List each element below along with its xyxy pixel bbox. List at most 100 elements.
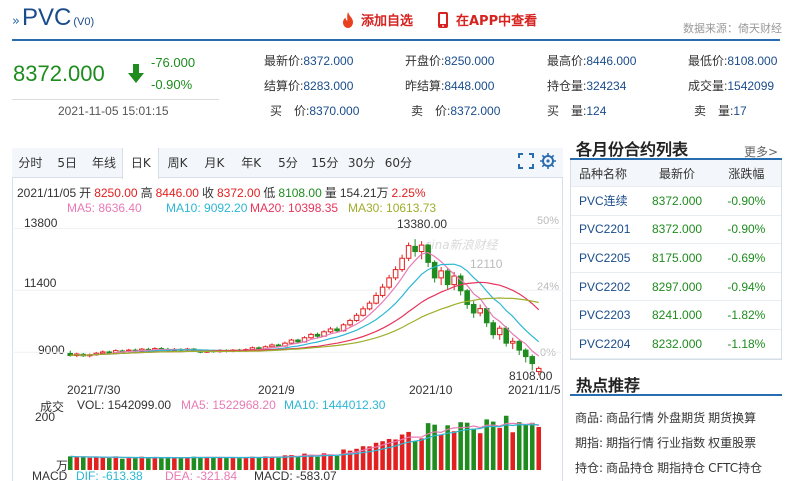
open-app-button[interactable]: 在APP中查看 <box>435 10 537 29</box>
tab-daily-k[interactable]: 日K <box>122 148 160 179</box>
volume-bar <box>432 424 437 470</box>
tab-timeshare[interactable]: 分时 <box>18 156 43 170</box>
volume-bar <box>425 423 431 470</box>
quote-cell: 最高价:8446.000 <box>547 54 637 68</box>
hot-link[interactable]: 商品行情 <box>606 411 655 425</box>
tab-monthly-k[interactable]: 月K <box>204 156 225 170</box>
macd-dea: DEA: -321.84 <box>165 469 238 481</box>
hot-link[interactable]: 权重股票 <box>708 436 757 450</box>
info-low: 8108.00 <box>278 186 322 200</box>
candle-body <box>516 340 523 351</box>
candle-body <box>256 347 262 350</box>
volume-bar <box>399 434 405 470</box>
hot-link[interactable]: 期货换算 <box>708 411 757 425</box>
hot-link[interactable]: CFTC持仓 <box>708 461 763 475</box>
col-change: 涨跌幅 <box>728 166 765 181</box>
volume-bar <box>328 455 333 470</box>
table-row[interactable]: PVC2205 8175.000 -0.69% <box>571 244 781 273</box>
volume-bar <box>419 438 424 470</box>
table-row[interactable]: PVC2202 8297.000 -0.94% <box>571 273 781 302</box>
col-price: 最新价 <box>659 166 696 181</box>
tab-yearly-k[interactable]: 年K <box>241 156 262 170</box>
volume-bar <box>107 458 112 470</box>
candle-body <box>67 352 74 357</box>
low-marker: 8108.00 <box>509 369 553 383</box>
volume-bar <box>497 427 502 470</box>
macd-dif: DIF: -613.38 <box>76 469 143 481</box>
hot-link[interactable]: 商品持仓 <box>606 461 655 475</box>
volume-bar <box>198 457 203 470</box>
volume-bar <box>146 458 151 470</box>
pct-tick: 50% <box>537 215 560 227</box>
volume-bar <box>393 439 398 470</box>
price-change-pct: -0.90% <box>151 77 193 92</box>
tab-5min[interactable]: 5分 <box>278 156 298 170</box>
table-row[interactable]: PVC连续 8372.000 -0.90% <box>571 187 781 216</box>
candle-body <box>366 302 373 310</box>
vol-title: 成交 <box>40 400 65 414</box>
more-link[interactable]: 更多> <box>743 145 778 159</box>
quote-cell: 买 价:8370.000 <box>270 104 360 118</box>
candle-body <box>490 322 496 336</box>
contract-code: (V0) <box>73 16 95 28</box>
ohlc-info: 2021/11/05 开 8250.00 高 8446.00 收 8372.00 低 8108.… <box>17 186 426 200</box>
macd-value: MACD: -583.07 <box>254 469 337 481</box>
tab-weekly-k[interactable]: 周K <box>167 156 188 170</box>
hot-row-label: 期指: <box>575 436 604 450</box>
volume-bar <box>172 457 177 470</box>
vol-tick: 200 <box>35 410 56 424</box>
hot-title: 热点推荐 <box>576 376 641 395</box>
hot-link[interactable]: 期指行情 <box>606 436 655 450</box>
volume-bar <box>529 422 535 470</box>
page-header: » PVC (V0) 添加自选 在APP中查看 数据来源：倚天财经 <box>0 0 792 41</box>
candle-body <box>334 328 340 332</box>
table-row[interactable]: PVC2204 8232.000 -1.18% <box>571 330 781 359</box>
candle-body <box>347 319 353 326</box>
quote-cell: 昨结算:8448.000 <box>405 79 495 93</box>
volume-bar <box>165 457 171 470</box>
tab-5day[interactable]: 5日 <box>57 156 78 170</box>
hot-link[interactable]: 期指持仓 <box>657 461 706 475</box>
volume-bar <box>185 457 190 470</box>
volume-bar <box>315 456 320 470</box>
candle-body <box>314 333 321 337</box>
volume-bar <box>367 446 372 470</box>
volume-bar <box>67 456 73 470</box>
gear-icon[interactable] <box>540 153 556 169</box>
x-date: 2021/11/5 <box>508 383 561 397</box>
tab-yearline[interactable]: 年线 <box>91 156 116 170</box>
candle-body <box>399 257 405 271</box>
x-date: 2021/9 <box>258 383 295 397</box>
hot-row: 持仓: 商品持仓 期指持仓 CFTC持仓 <box>575 459 762 476</box>
candle-body <box>418 244 425 253</box>
tab-30min[interactable]: 30分 <box>347 156 376 170</box>
fullscreen-icon[interactable] <box>518 153 534 169</box>
ma5-line <box>70 251 540 357</box>
table-header: 品种名称 最新价 涨跌幅 <box>571 160 781 187</box>
hot-link[interactable]: 行业指数 <box>657 436 706 450</box>
add-watchlist-button[interactable]: 添加自选 <box>340 10 413 29</box>
tab-15min[interactable]: 15分 <box>311 156 339 170</box>
quote-cell: 结算价:8283.000 <box>264 79 354 93</box>
volume-bar <box>74 457 80 470</box>
hot-link[interactable]: 外盘期货 <box>657 411 706 425</box>
volume-bar <box>276 457 281 470</box>
candle-body <box>295 339 301 343</box>
table-row[interactable]: PVC2201 8372.000 -0.90% <box>571 216 781 245</box>
volume-bar <box>120 458 125 470</box>
info-open: 8250.00 <box>94 186 138 200</box>
page-title: PVC <box>21 4 72 31</box>
table-row[interactable]: PVC2203 8241.000 -1.82% <box>571 301 781 330</box>
candle-body <box>444 270 451 286</box>
quote-divider <box>12 99 219 100</box>
volume-bar <box>256 457 262 470</box>
candle-body <box>503 327 509 344</box>
info-vol: 154.21万 <box>339 186 389 200</box>
candle-body <box>386 277 392 288</box>
volume-bar <box>347 450 353 470</box>
tab-60min[interactable]: 60分 <box>384 156 412 170</box>
data-source: 数据来源：倚天财经 <box>683 22 782 35</box>
x-date: 2021/10 <box>409 383 453 397</box>
contracts-header: 各月份合约列表 更多> <box>570 133 782 160</box>
info-date: 2021/11/05 <box>17 186 77 200</box>
